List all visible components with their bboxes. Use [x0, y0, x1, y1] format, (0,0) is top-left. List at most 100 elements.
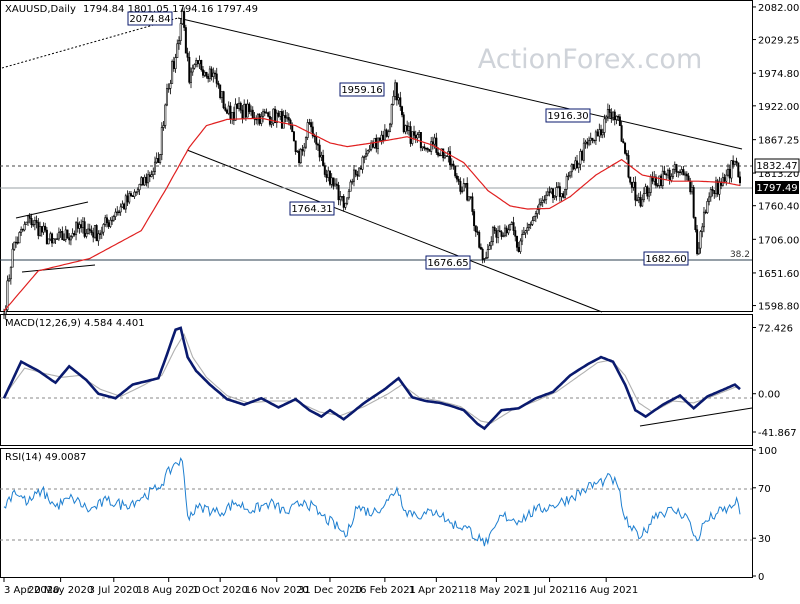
- candle-body: [234, 103, 237, 121]
- candle-body: [165, 88, 168, 106]
- candle-body: [433, 137, 436, 145]
- candle-body: [588, 140, 591, 145]
- candle-body: [8, 278, 11, 282]
- candle-body: [452, 163, 455, 167]
- candle-body: [608, 109, 611, 113]
- candle-body: [44, 225, 47, 231]
- candle-body: [59, 231, 62, 233]
- candle-body: [505, 227, 508, 234]
- candle-body: [539, 202, 542, 205]
- annotation-1676: 1676.65: [425, 255, 471, 270]
- candle-body: [123, 203, 126, 210]
- date-tick-label: 3 Apr 2020: [4, 585, 59, 596]
- candle-body: [68, 237, 71, 241]
- rsi-pane: [0, 448, 753, 578]
- candle-body: [215, 73, 218, 84]
- candle-body: [378, 137, 381, 141]
- candle-body: [726, 168, 729, 176]
- price-tick-label: 1598.80: [758, 302, 799, 313]
- candle-body: [411, 131, 414, 144]
- candle-body: [591, 137, 594, 141]
- candle-body: [500, 231, 503, 237]
- candle-body: [702, 211, 705, 228]
- candle-body: [364, 153, 367, 157]
- candle-body: [624, 142, 627, 154]
- candle-body: [531, 220, 534, 225]
- candle-body: [104, 217, 107, 225]
- candle-body: [119, 206, 122, 213]
- candle-body: [9, 266, 12, 280]
- svg-text:1764.31: 1764.31: [291, 204, 332, 215]
- macd-tick-label: 72.426: [758, 323, 793, 334]
- candle-body: [723, 177, 726, 182]
- candle-body: [382, 134, 385, 141]
- candle-body: [224, 107, 227, 111]
- candle-body: [421, 146, 424, 149]
- candle-body: [576, 160, 579, 169]
- candle-body: [315, 136, 318, 145]
- candle-body: [49, 233, 52, 240]
- rsi-label: RSI(14) 49.0087: [5, 452, 86, 463]
- date-tick-label: 16 Nov 2020: [245, 585, 309, 596]
- candle-body: [634, 181, 637, 201]
- candle-body: [515, 235, 518, 248]
- candle-body: [57, 231, 60, 240]
- candle-body: [131, 195, 134, 197]
- candle-body: [654, 176, 657, 186]
- candle-body: [128, 193, 131, 203]
- candle-body: [399, 97, 402, 107]
- candle-body: [200, 60, 203, 71]
- candle-body: [352, 169, 355, 182]
- candle-body: [136, 189, 139, 193]
- candle-body: [40, 226, 43, 233]
- candle-body: [193, 64, 196, 69]
- candle-body: [725, 174, 728, 182]
- candle-body: [327, 170, 330, 178]
- candle-body: [660, 175, 663, 187]
- candle-body: [111, 219, 114, 222]
- candle-body: [284, 115, 287, 119]
- candle-body: [668, 169, 671, 181]
- candle-body: [78, 224, 81, 229]
- candle-body: [699, 231, 702, 249]
- candle-body: [339, 196, 342, 201]
- candle-body: [83, 221, 86, 237]
- macd-pane: [0, 314, 753, 446]
- candle-body: [666, 169, 669, 176]
- candle-body: [310, 122, 313, 128]
- candle-body: [196, 60, 199, 65]
- candle-body: [304, 137, 307, 148]
- candle-body: [430, 141, 433, 152]
- candle-body: [129, 193, 132, 197]
- candle-body: [359, 167, 362, 170]
- candle-body: [579, 151, 582, 165]
- candle-body: [241, 109, 244, 120]
- candle-body: [56, 238, 59, 240]
- macd-label: MACD(12,26,9) 4.584 4.401: [5, 318, 145, 329]
- candle-body: [541, 199, 544, 203]
- trendlines: [0, 17, 753, 541]
- candle-body: [395, 82, 398, 101]
- candle-body: [39, 226, 42, 236]
- candle-body: [627, 155, 630, 178]
- candle-body: [594, 131, 597, 141]
- symbol-label: XAUUSD,Daily 1794.84 1801.05 1794.16 179…: [5, 4, 258, 15]
- candle-body: [455, 175, 458, 180]
- candle-body: [509, 224, 512, 231]
- candle-body: [409, 126, 412, 144]
- candle-body: [637, 197, 640, 201]
- candle-body: [208, 68, 211, 79]
- date-tick-label: 31 Dec 2020: [298, 585, 362, 596]
- candle-body: [248, 103, 251, 112]
- candle-body: [423, 146, 426, 149]
- candle-body: [574, 160, 577, 170]
- candle-body: [150, 174, 153, 177]
- candle-body: [589, 137, 592, 141]
- macd-tick-label: 0.00: [758, 390, 780, 401]
- candle-body: [207, 75, 210, 79]
- candle-body: [311, 126, 314, 137]
- candle-body: [75, 222, 78, 236]
- candle-body: [560, 193, 563, 197]
- candle-body: [425, 148, 428, 150]
- candle-body: [90, 230, 93, 233]
